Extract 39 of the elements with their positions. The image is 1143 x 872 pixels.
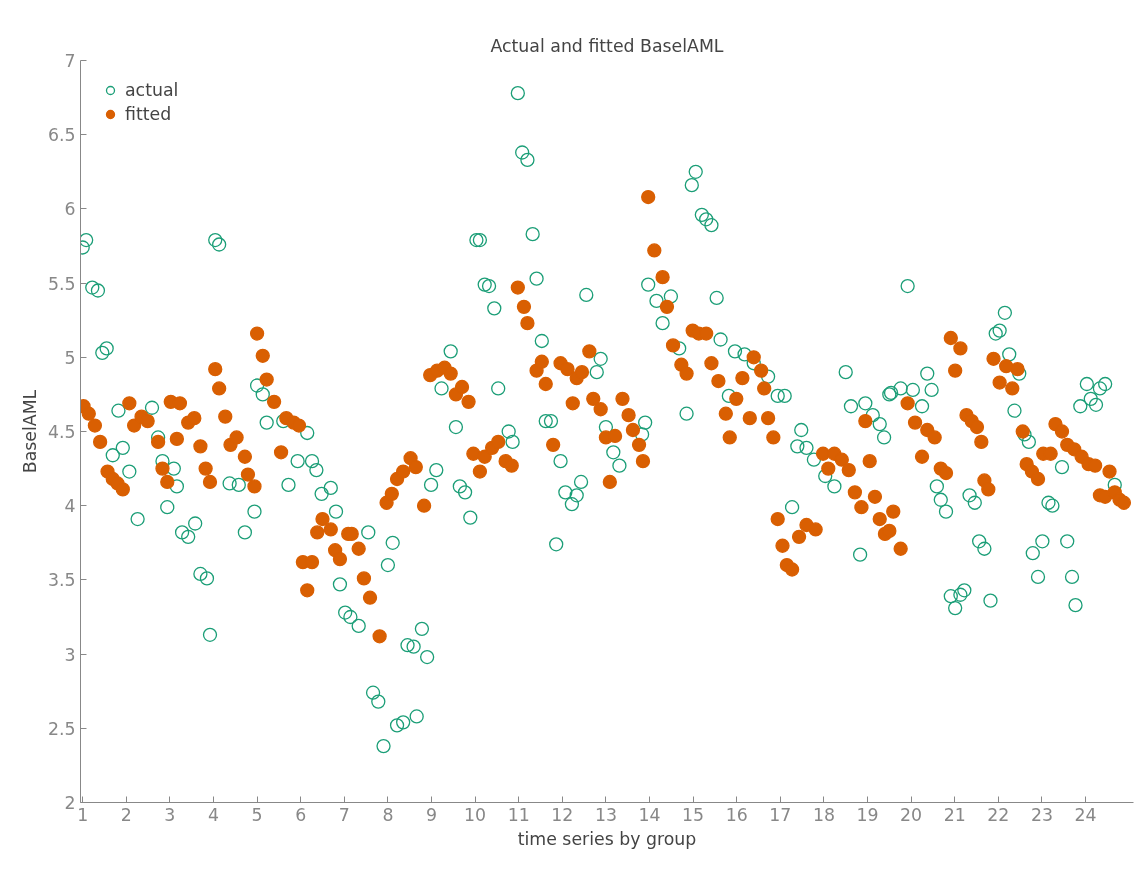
x-tick-label: 5 <box>251 804 263 825</box>
x-tick-label: 20 <box>900 804 923 825</box>
x-axis-title: time series by group <box>517 828 697 849</box>
x-tick-label: 4 <box>207 804 220 825</box>
legend-label: actual <box>125 80 179 100</box>
x-tick-label: 18 <box>812 804 835 825</box>
x-tick-label: 8 <box>382 804 394 825</box>
x-tick-label: 24 <box>1074 804 1097 825</box>
x-tick-label: 3 <box>164 804 176 825</box>
y-axis-title: BaselAML <box>19 389 40 474</box>
x-tick-label: 22 <box>987 804 1010 825</box>
y-tick-label: 6 <box>64 199 76 220</box>
x-tick-label: 10 <box>464 804 487 825</box>
x-tick-label: 6 <box>295 804 307 825</box>
x-tick-label: 19 <box>856 804 879 825</box>
x-tick-label: 11 <box>507 804 530 825</box>
x-tick-label: 14 <box>638 804 661 825</box>
x-tick-label: 17 <box>769 804 792 825</box>
y-tick-label: 2.5 <box>47 718 76 739</box>
x-tick-label: 2 <box>120 804 132 825</box>
y-tick-label: 3 <box>64 644 76 665</box>
x-tick-label: 7 <box>338 804 350 825</box>
y-tick-label: 5.5 <box>47 273 76 294</box>
x-tick-label: 21 <box>943 804 966 825</box>
y-tick-label: 6.5 <box>47 125 76 146</box>
x-tick-label: 23 <box>1030 804 1053 825</box>
y-tick-label: 7 <box>64 51 76 71</box>
y-tick-label: 3.5 <box>47 570 76 591</box>
chart-title: Actual and fitted BaselAML <box>490 35 724 56</box>
y-tick-label: 4 <box>64 496 76 517</box>
y-tick-label: 5 <box>64 347 76 368</box>
x-tick-label: 13 <box>594 804 617 825</box>
legend-label: fitted <box>125 104 172 124</box>
x-tick-label: 15 <box>682 804 705 825</box>
x-tick-label: 9 <box>425 804 438 825</box>
y-tick-label: 4.5 <box>47 422 76 442</box>
x-tick-label: 1 <box>77 804 89 825</box>
x-tick-label: 16 <box>725 804 748 825</box>
x-tick-label: 12 <box>551 804 574 825</box>
